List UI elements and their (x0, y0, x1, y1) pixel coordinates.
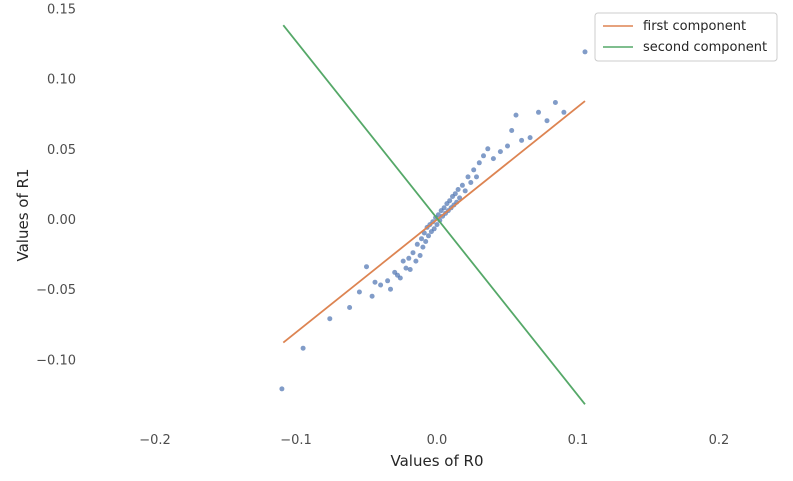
scatter-point (420, 244, 426, 250)
scatter-point (544, 118, 550, 124)
scatter-point (474, 174, 479, 180)
scatter-point (582, 49, 588, 55)
scatter-point (465, 174, 471, 180)
scatter-point (385, 278, 391, 284)
scatter-point (407, 267, 413, 272)
x-tick-label: −0.1 (280, 433, 312, 448)
scatter-point (527, 135, 533, 141)
x-tick-labels: −0.2 −0.1 0.0 0.1 0.2 (139, 433, 729, 448)
scatter-point (471, 167, 477, 173)
scatter-point (490, 156, 496, 162)
scatter-point (509, 128, 515, 133)
scatter-point (327, 316, 333, 322)
y-tick-label: 0.05 (47, 143, 76, 158)
scatter-point (300, 345, 306, 351)
x-axis-label: Values of R0 (391, 452, 484, 470)
scatter-point (414, 241, 420, 247)
scatter-points (279, 49, 588, 392)
scatter-point (423, 239, 429, 244)
scatter-point (378, 282, 384, 288)
legend-label-first-component: first component (643, 19, 746, 34)
y-tick-label: 0.15 (47, 2, 76, 17)
scatter-point (356, 289, 362, 295)
x-tick-label: 0.1 (568, 433, 589, 448)
scatter-point (403, 265, 409, 271)
y-tick-labels: −0.10 −0.05 0.00 0.05 0.10 0.15 (36, 2, 76, 368)
scatter-point (476, 160, 482, 166)
scatter-point (497, 149, 503, 155)
x-tick-label: 0.2 (709, 433, 730, 448)
scatter-point (561, 109, 567, 115)
x-tick-label: −0.2 (139, 433, 171, 448)
x-tick-label: 0.0 (427, 433, 448, 448)
legend-box (594, 12, 778, 62)
scatter-point (481, 153, 486, 159)
scatter-point (372, 279, 378, 285)
scatter-point (447, 198, 453, 204)
component-lines (282, 24, 586, 405)
scatter-point (431, 226, 437, 232)
scatter-point (397, 275, 403, 281)
scatter-point (388, 286, 393, 292)
scatter-point (455, 187, 461, 192)
scatter-point (347, 305, 353, 310)
scatter-point (462, 188, 468, 194)
scatter-point (519, 137, 525, 143)
scatter-point (552, 100, 558, 105)
second-component-line (282, 24, 586, 405)
first-component-line (282, 100, 586, 344)
scatter-point (536, 109, 541, 115)
scatter-point (435, 212, 441, 218)
legend-label-second-component: second component (643, 40, 767, 55)
scatter-point (459, 182, 465, 188)
scatter-point (468, 180, 474, 185)
scatter-point (457, 195, 463, 201)
scatter-point (413, 258, 419, 264)
scatter-point (400, 258, 406, 264)
y-tick-label: 0.10 (47, 73, 76, 88)
y-tick-label: 0.00 (47, 213, 76, 228)
y-axis-label: Values of R1 (14, 169, 32, 262)
scatter-point (485, 146, 491, 152)
scatter-point (364, 264, 369, 270)
scatter-point (417, 253, 423, 258)
scatter-point (434, 222, 440, 228)
scatter-point (505, 143, 510, 149)
legend: first component second component (594, 12, 778, 62)
scatter-point (426, 233, 431, 239)
scatter-point (406, 255, 412, 261)
scatter-point (369, 293, 375, 299)
scatter-point (513, 112, 519, 118)
scatter-point (452, 191, 458, 197)
scatter-point (419, 236, 424, 242)
y-tick-label: −0.10 (36, 353, 76, 368)
y-tick-label: −0.05 (36, 283, 76, 298)
scatter-point (441, 205, 447, 211)
scatter-point (410, 250, 416, 256)
scatter-point (279, 386, 285, 392)
